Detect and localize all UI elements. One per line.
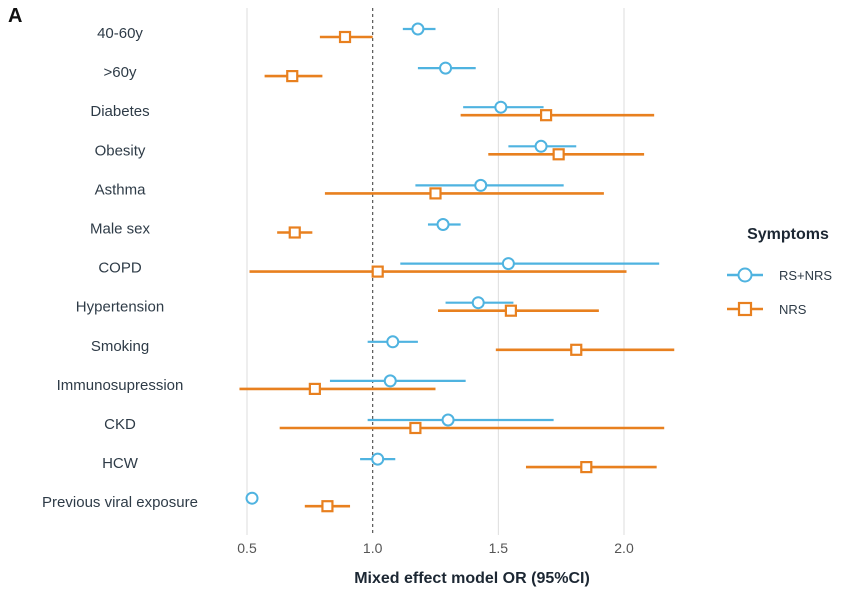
point-marker: [386, 335, 400, 349]
y-tick-label: Diabetes: [90, 103, 149, 120]
y-tick-label: CKD: [104, 416, 136, 433]
point-marker: [441, 413, 455, 427]
point-marker: [308, 382, 321, 395]
x-tick-label: 1.5: [489, 540, 509, 556]
legend-circle-marker: [737, 267, 753, 283]
point-marker: [539, 109, 553, 122]
y-tick-label: Male sex: [90, 221, 151, 238]
y-tick-label: Asthma: [95, 181, 147, 198]
point-marker: [409, 421, 422, 435]
y-tick-label: >60y: [104, 64, 137, 81]
legend-label: RS+NRS: [779, 268, 832, 283]
point-marker: [504, 304, 517, 317]
point-marker: [494, 100, 508, 114]
y-tick-label: Immunosupression: [57, 377, 184, 394]
point-marker: [411, 22, 425, 36]
y-axis-labels: 40-60y >60y Diabetes Obesity Asthma Male sex C…: [42, 25, 198, 511]
point-marker: [245, 491, 259, 505]
series-square: [239, 30, 675, 513]
x-tick-label: 2.0: [614, 540, 634, 556]
point-marker: [570, 343, 583, 356]
y-tick-label: HCW: [102, 455, 139, 472]
point-marker: [436, 218, 450, 231]
point-marker: [371, 452, 385, 466]
legend-label: NRS: [779, 302, 807, 317]
y-tick-label: Previous viral exposure: [42, 494, 198, 511]
point-marker: [429, 187, 442, 200]
point-marker: [471, 296, 485, 310]
point-marker: [501, 257, 515, 271]
point-marker: [474, 178, 488, 192]
legend-square-marker: [737, 301, 753, 317]
legend-item: NRS: [727, 301, 807, 317]
x-tick-label: 1.0: [363, 540, 383, 556]
y-tick-label: COPD: [98, 260, 142, 277]
x-axis-ticks: 0.5 1.0 1.5 2.0: [237, 540, 634, 556]
panel-label: A: [8, 5, 23, 27]
point-marker: [371, 265, 384, 278]
point-marker: [288, 226, 301, 239]
y-tick-label: Obesity: [95, 142, 146, 159]
plot-series: [239, 22, 675, 513]
y-tick-label: Smoking: [91, 338, 149, 355]
y-tick-label: 40-60y: [97, 25, 143, 42]
series-circle: [245, 22, 660, 505]
point-marker: [439, 61, 453, 75]
point-marker: [534, 139, 548, 153]
legend-item: RS+NRS: [727, 267, 832, 283]
x-axis-title: Mixed effect model OR (95%CI): [354, 570, 590, 587]
point-marker: [321, 500, 334, 513]
y-tick-label: Hypertension: [76, 299, 164, 316]
point-marker: [383, 374, 397, 388]
point-marker: [338, 30, 352, 44]
legend-title: Symptoms: [747, 226, 829, 243]
x-tick-label: 0.5: [237, 540, 257, 556]
legend: Symptoms RS+NRS NRS: [727, 226, 832, 317]
point-marker: [552, 148, 565, 161]
point-marker: [580, 461, 593, 474]
point-marker: [286, 69, 299, 83]
